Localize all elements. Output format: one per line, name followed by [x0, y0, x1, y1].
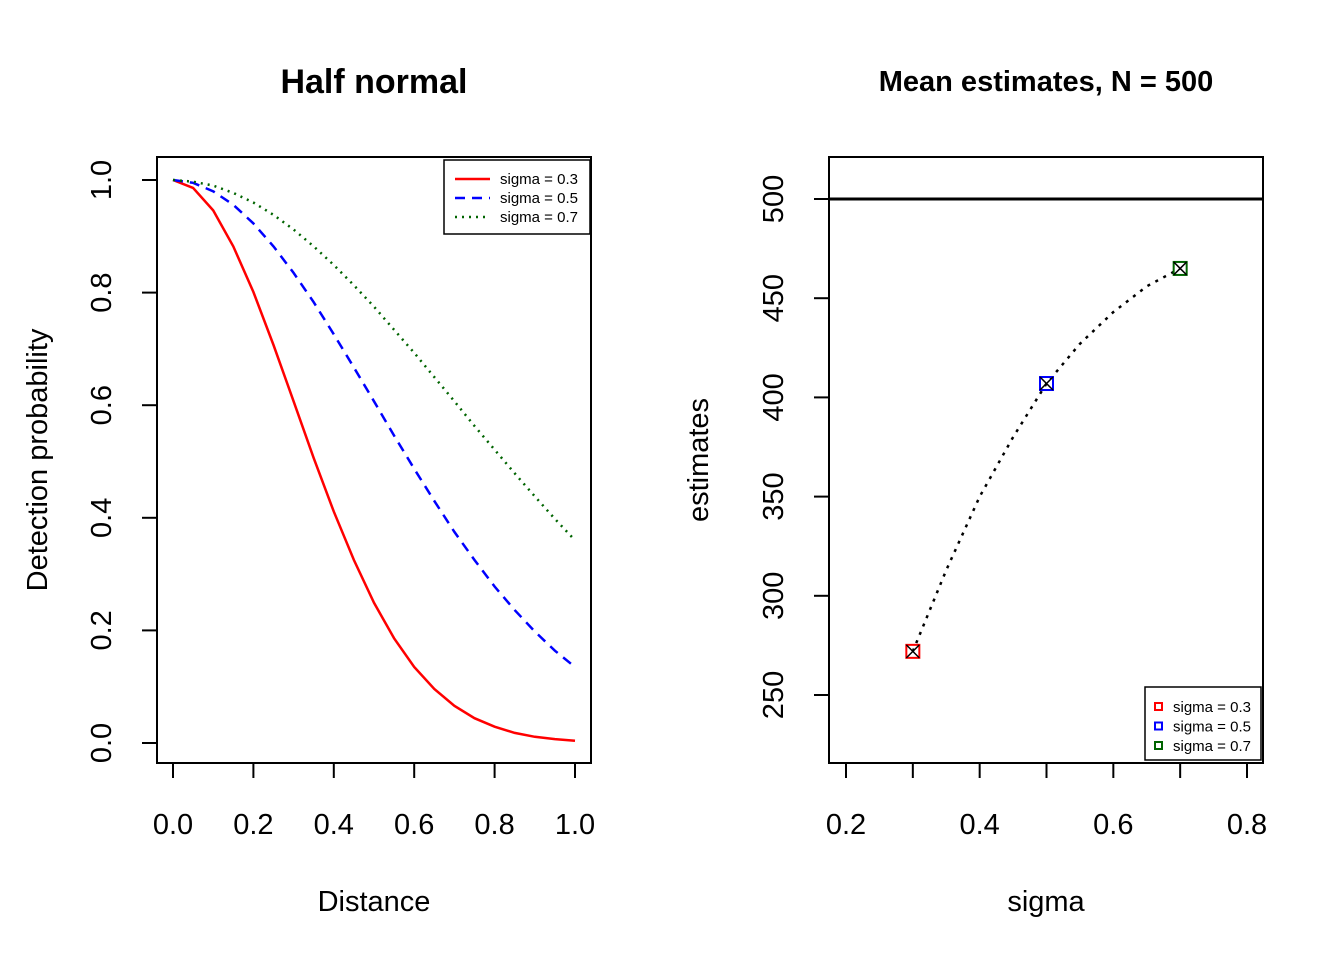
legend-swatch [1154, 741, 1163, 750]
y-tick-label: 450 [758, 274, 790, 322]
x-tick-label: 1.0 [555, 809, 595, 841]
y-tick-label: 0.4 [86, 498, 118, 538]
y-tick-label: 0.2 [86, 610, 118, 650]
legend-swatch [1154, 702, 1163, 711]
x-axis-label: Distance [318, 886, 431, 918]
axes: 0.0 0.2 0.4 0.6 0.8 1.0 0.0 0.2 0.4 0.6 0.8 1.0 [86, 160, 595, 841]
x-tick-label: 0.0 [153, 809, 193, 841]
series-line [172, 178, 576, 742]
legend-label: sigma = 0.3 [500, 171, 578, 188]
x-tick-label: 0.6 [394, 809, 434, 841]
y-tick-label: 0.6 [86, 385, 118, 425]
x-tick-label: 0.4 [960, 809, 1000, 841]
legend-label: sigma = 0.7 [1173, 738, 1251, 755]
chart-title: Mean estimates, N = 500 [879, 66, 1213, 98]
legend-label: sigma = 0.5 [1173, 719, 1251, 736]
legend-swatch [1154, 721, 1163, 731]
y-tick-label: 0.0 [86, 723, 118, 763]
mean-estimates-panel: Mean estimates, N = 500 sigma estimates … [683, 66, 1267, 918]
legend: sigma = 0.3 sigma = 0.5 sigma = 0.7 [1144, 686, 1262, 761]
legend-label: sigma = 0.5 [500, 190, 578, 207]
legend-box [443, 159, 591, 235]
x-tick-label: 0.2 [233, 809, 273, 841]
legend-box [1144, 686, 1262, 761]
y-tick-label: 250 [758, 671, 790, 719]
x-tick-label: 0.8 [1227, 809, 1267, 841]
y-tick-label: 300 [758, 572, 790, 620]
axes: 0.2 0.4 0.6 0.8 250 300 350 400 450 500 [758, 175, 1267, 841]
data-points [905, 260, 1188, 659]
y-axis-label: estimates [683, 398, 715, 522]
y-tick-label: 500 [758, 175, 790, 223]
point-marker-box [905, 643, 921, 659]
point-marker-cross [1173, 261, 1188, 276]
point-marker-box [1039, 376, 1054, 392]
x-tick-label: 0.2 [826, 809, 866, 841]
x-tick-label: 0.8 [474, 809, 514, 841]
series-lines [172, 178, 576, 742]
x-tick-label: 0.6 [1093, 809, 1133, 841]
y-tick-label: 400 [758, 373, 790, 421]
x-tick-label: 0.4 [314, 809, 354, 841]
chart-title: Half normal [280, 63, 467, 101]
legend-label: sigma = 0.7 [500, 209, 578, 226]
y-tick-label: 0.8 [86, 272, 118, 312]
half-normal-panel: Half normal Distance Detection probabili… [22, 63, 595, 918]
y-axis-label: Detection probability [22, 328, 54, 591]
x-axis-label: sigma [1007, 886, 1085, 918]
legend: sigma = 0.3 sigma = 0.5 sigma = 0.7 [443, 159, 591, 235]
y-tick-label: 1.0 [86, 160, 118, 200]
y-tick-label: 350 [758, 472, 790, 520]
point-marker-box [1172, 260, 1188, 276]
point-marker-cross [1039, 376, 1054, 391]
legend-label: sigma = 0.3 [1173, 699, 1251, 716]
series-line [172, 178, 576, 668]
point-marker-cross [905, 644, 920, 659]
